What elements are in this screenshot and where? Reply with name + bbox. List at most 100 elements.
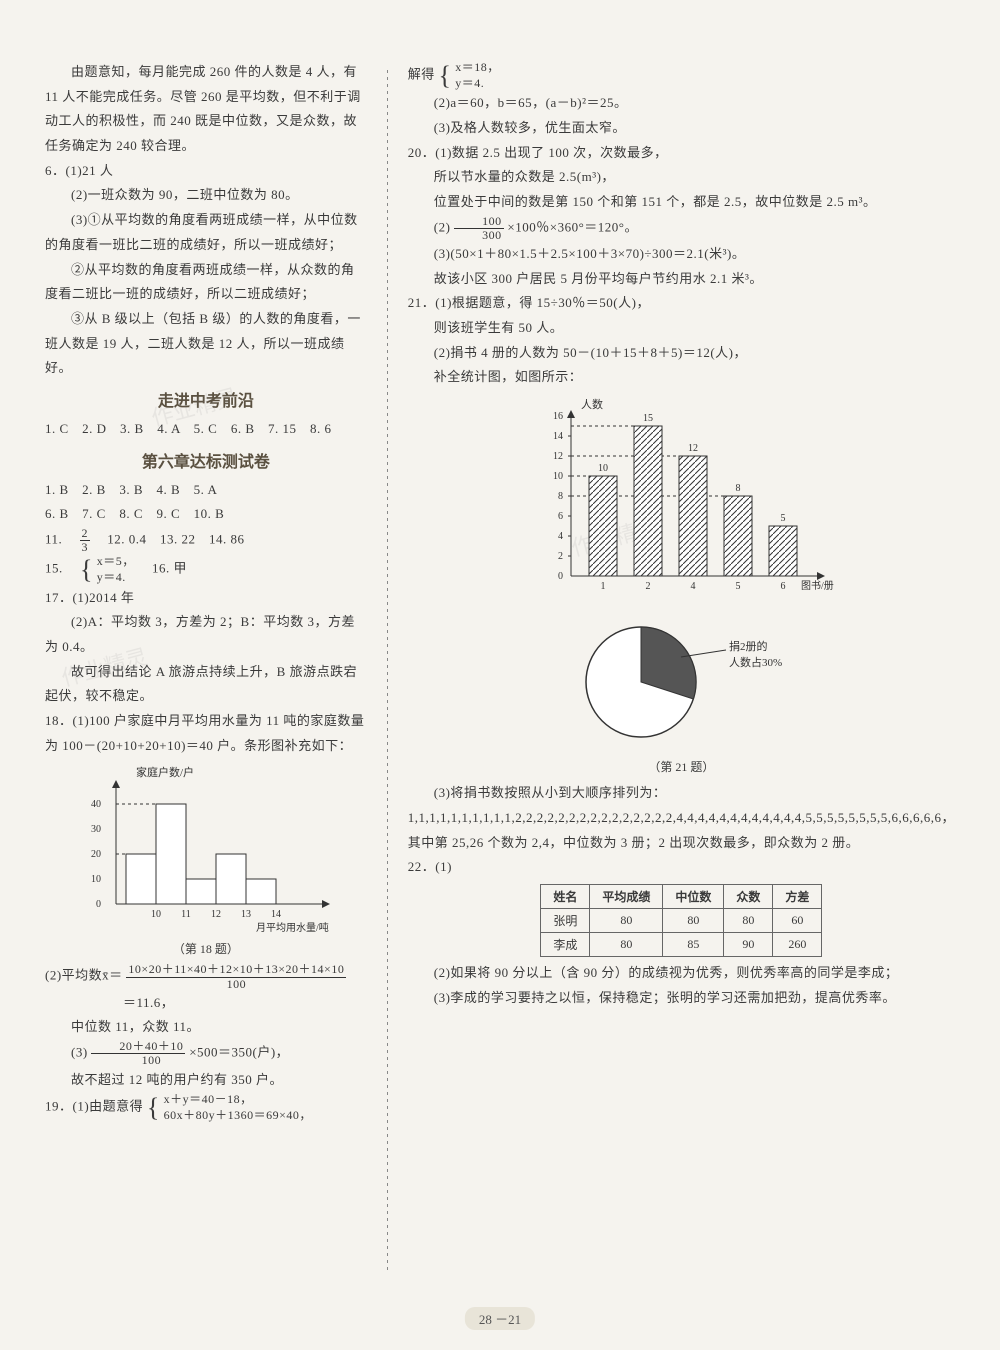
bar-label: 5 (781, 513, 786, 524)
q22-3: (3)李成的学习要持之以恒，保持稳定；张明的学习还需加把劲，提高优秀率。 (408, 986, 955, 1011)
pie-21: 捐2册的 人数占30% （第 21 题） (531, 612, 831, 775)
chart-18-svg: 家庭户数/户 0 10 20 30 40 (56, 764, 356, 934)
td: 80 (663, 908, 724, 932)
th: 姓名 (541, 884, 590, 908)
q18b-label: (2)平均数x̄＝ (45, 968, 123, 983)
q18c-rest: ×500＝350(户)， (189, 1045, 289, 1060)
q19-2: (2)a＝60，b＝65，(a－b)²＝25。 (408, 91, 955, 116)
tick: 4 (558, 531, 563, 542)
section-title-2: 第六章达标测试卷 (45, 448, 367, 472)
q19-top: x＋y＝40－18， (164, 1092, 253, 1106)
q19res-label: 解得 (408, 67, 435, 82)
pie-label1: 捐2册的 (729, 639, 768, 653)
brace-icon: { (80, 557, 93, 583)
q19res-top: x＝18， (455, 60, 500, 74)
chart18-caption: （第 18 题） (56, 940, 356, 957)
tick: 6 (781, 581, 786, 592)
q15-eqs: x＝5， y＝4. (97, 554, 135, 585)
td: 260 (773, 932, 822, 956)
q22-2: (2)如果将 90 分以上（含 90 分）的成绩视为优秀，则优秀率高的同学是李成… (408, 961, 955, 986)
q20-1a: 20．(1)数据 2.5 出现了 100 次，次数最多， (408, 141, 955, 166)
chart18-ylabel: 家庭户数/户 (136, 765, 194, 779)
chart21-ylabel: 人数 (581, 398, 603, 411)
tick: 8 (558, 491, 563, 502)
q20-2: (2) 100 300 ×100％×360°＝120°。 (408, 215, 955, 242)
frac-den: 3 (80, 541, 91, 554)
tick: 14 (271, 909, 281, 920)
q6-3a: (3)①从平均数的角度看两班成绩一样，从中位数的角度看一班比二班的成绩好，所以一… (45, 208, 367, 257)
table-row: 张明 80 80 80 60 (541, 908, 822, 932)
td: 张明 (541, 908, 590, 932)
brace-icon: { (147, 1095, 160, 1121)
pie-caption: （第 21 题） (531, 758, 831, 775)
td: 60 (773, 908, 822, 932)
frac-num: 20＋40＋10 (91, 1040, 185, 1054)
sec2-row2: 6. B 7. C 8. C 9. C 10. B (45, 502, 367, 527)
q19-eqs: x＋y＝40－18， 60x＋80y＋1360＝69×40， (164, 1092, 312, 1123)
table-row: 李成 80 85 90 260 (541, 932, 822, 956)
td: 85 (663, 932, 724, 956)
tick: 6 (558, 511, 563, 522)
q20b-frac: 100 300 (454, 215, 504, 242)
tick: 10 (91, 874, 101, 885)
page-number: 28 －21 (465, 1307, 535, 1330)
q20-1c: 位置处于中间的数是第 150 个和第 151 个，都是 2.5，故中位数是 2.… (408, 190, 955, 215)
frac-den: 100 (91, 1054, 185, 1067)
q11-frac: 2 3 (80, 527, 91, 554)
th: 众数 (724, 884, 773, 908)
section-title-1: 走进中考前沿 (45, 387, 367, 411)
q19-label: 19．(1)由题意得 (45, 1099, 143, 1114)
q20b-rest: ×100％×360°＝120°。 (507, 219, 638, 234)
q18c-frac: 20＋40＋10 100 (91, 1040, 185, 1067)
q18-3: (3) 20＋40＋10 100 ×500＝350(户)， (45, 1040, 367, 1067)
q20-1b: 所以节水量的众数是 2.5(m³)， (408, 165, 955, 190)
chart-21: 人数 0 2 4 6 8 10 12 14 16 (521, 396, 841, 600)
frac-den: 300 (454, 229, 504, 242)
q6-1: 6．(1)21 人 (45, 159, 367, 184)
tick: 40 (91, 799, 101, 810)
q18c-end: 故不超过 12 吨的用户约有 350 户。 (45, 1068, 367, 1093)
tick: 2 (646, 581, 651, 592)
right-column: 解得 { x＝18， y＝4. (2)a＝60，b＝65，(a－b)²＝25。 … (408, 60, 955, 1320)
pie-label2: 人数占30% (729, 655, 782, 669)
q21-3: (3)将捐书数按照从小到大顺序排列为：1,1,1,1,1,1,1,1,1,1,2… (408, 781, 955, 855)
q19-result: 解得 { x＝18， y＝4. (408, 60, 955, 91)
chart-18: 家庭户数/户 0 10 20 30 40 (56, 764, 356, 957)
q17-3: 故可得出结论 A 旅游点持续上升，B 旅游点跌宕起伏，较不稳定。 (45, 660, 367, 709)
frac-den: 100 (126, 978, 346, 991)
sec2-row1: 1. B 2. B 3. B 4. B 5. A (45, 478, 367, 503)
tick: 30 (91, 824, 101, 835)
page-container: 由题意知，每月能完成 260 件的人数是 4 人，有 11 人不能完成任务。尽管… (0, 0, 1000, 1350)
q19: 19．(1)由题意得 { x＋y＝40－18， 60x＋80y＋1360＝69×… (45, 1092, 367, 1123)
q19-3: (3)及格人数较多，优生面太窄。 (408, 116, 955, 141)
q19res-bot: y＝4. (455, 76, 484, 90)
tick: 1 (601, 581, 606, 592)
column-divider (387, 70, 388, 1270)
tick: 4 (691, 581, 696, 592)
tick: 12 (211, 909, 221, 920)
th: 方差 (773, 884, 822, 908)
q21-2b: 补全统计图，如图所示： (408, 365, 955, 390)
td: 90 (724, 932, 773, 956)
q20-3a: (3)(50×1＋80×1.5＋2.5×100＋3×70)÷300＝2.1(米³… (408, 242, 955, 267)
q15-rest: 16. 甲 (139, 561, 188, 576)
th: 中位数 (663, 884, 724, 908)
th: 平均成绩 (590, 884, 663, 908)
frac-num: 2 (80, 527, 91, 541)
chart21-xlabel: 图书/册 (801, 580, 834, 592)
tick: 0 (558, 571, 563, 582)
q18-1: 18．(1)100 户家庭中月平均用水量为 11 吨的家庭数量为 100－(20… (45, 709, 367, 758)
tick: 0 (96, 899, 101, 910)
brace-icon: { (439, 63, 452, 89)
tick: 10 (151, 909, 161, 920)
table-row: 姓名 平均成绩 中位数 众数 方差 (541, 884, 822, 908)
q19res-eqs: x＝18， y＝4. (455, 60, 500, 91)
bar-label: 8 (736, 483, 741, 494)
q21-1a: 21．(1)根据题意，得 15÷30％＝50(人)， (408, 291, 955, 316)
td: 李成 (541, 932, 590, 956)
q18b-mid: 中位数 11，众数 11。 (45, 1015, 367, 1040)
q15-16: 15. { x＝5， y＝4. 16. 甲 (45, 554, 367, 585)
tick: 14 (553, 431, 563, 442)
td: 80 (724, 908, 773, 932)
tick: 10 (553, 471, 563, 482)
